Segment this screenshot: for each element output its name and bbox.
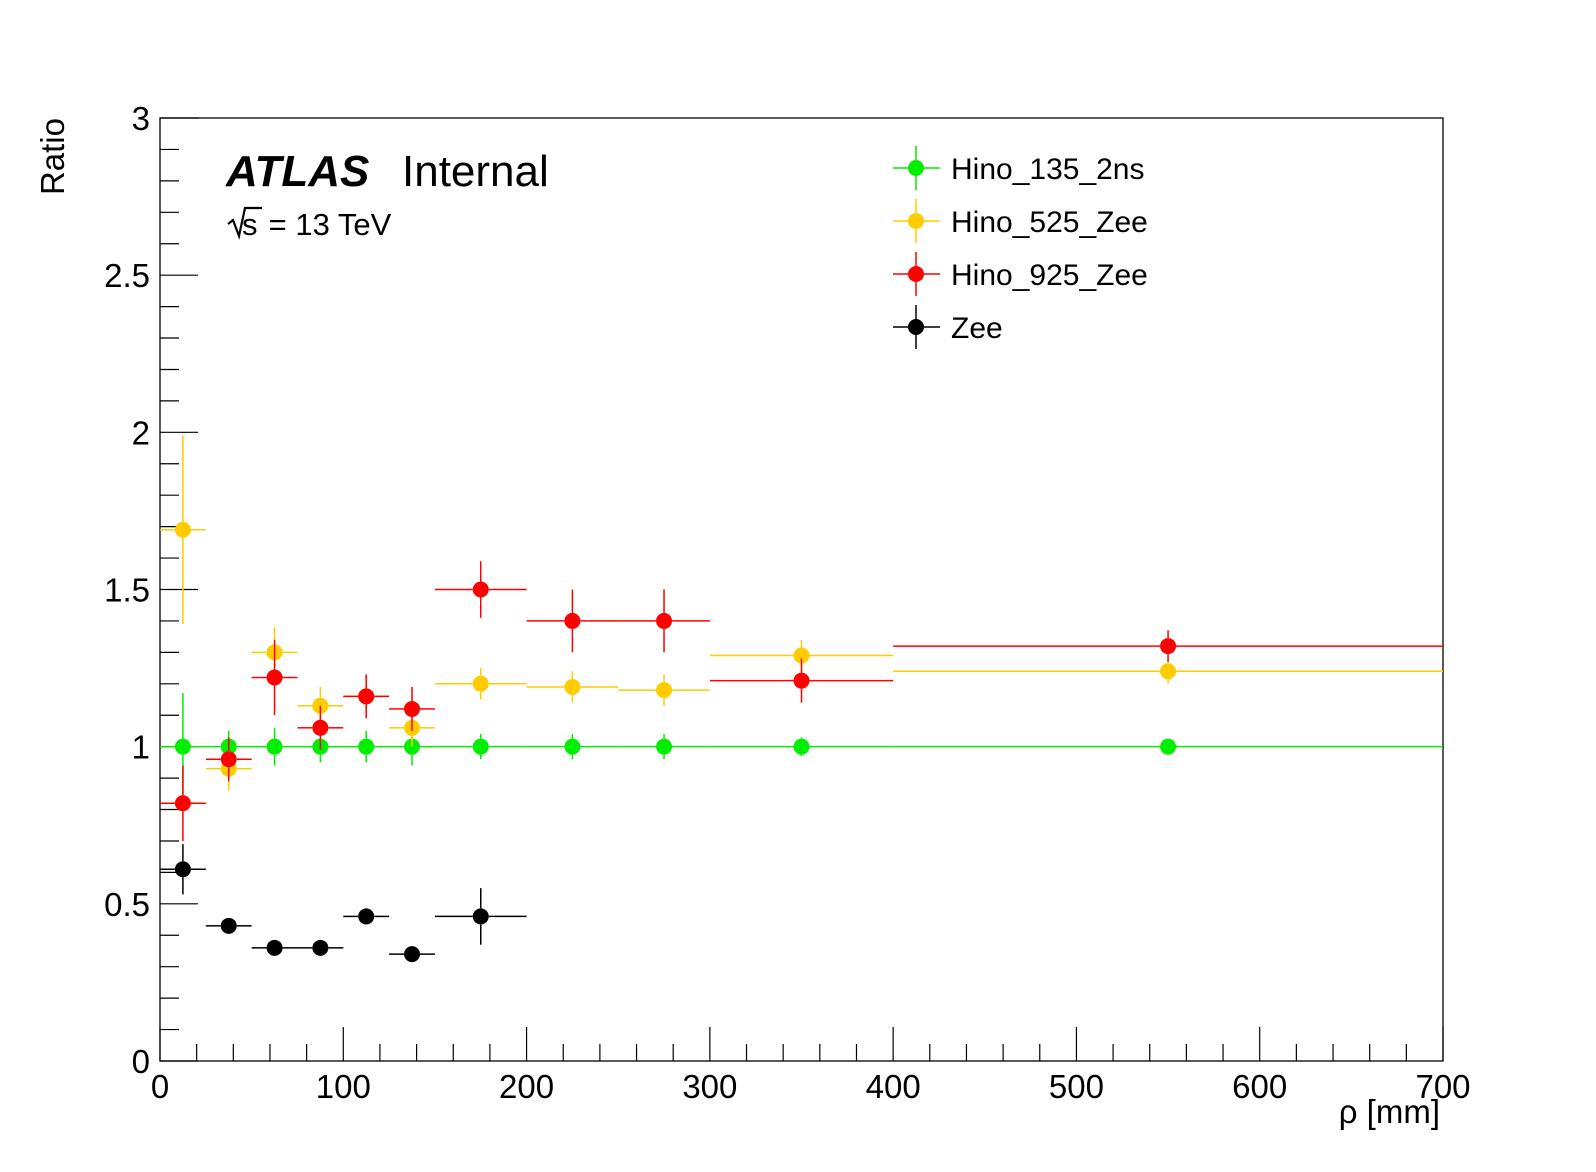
sqrt-symbol-icon bbox=[227, 206, 262, 240]
data-point bbox=[472, 908, 489, 925]
legend-marker bbox=[908, 319, 924, 335]
x-tick-label: 100 bbox=[316, 1068, 371, 1105]
data-point bbox=[656, 682, 673, 699]
data-point bbox=[404, 946, 421, 963]
y-tick-label: 2.5 bbox=[104, 257, 150, 294]
data-point bbox=[793, 647, 810, 664]
data-point bbox=[472, 675, 489, 692]
data-point bbox=[358, 688, 375, 705]
x-tick-label: 600 bbox=[1232, 1068, 1287, 1105]
y-tick-label: 1 bbox=[132, 729, 150, 766]
y-tick-label: 1.5 bbox=[104, 572, 150, 609]
energy-label: s = 13 TeV bbox=[227, 206, 392, 242]
data-point bbox=[1160, 663, 1177, 680]
data-point bbox=[472, 738, 489, 755]
plot-frame bbox=[159, 117, 1444, 1062]
data-point bbox=[220, 917, 237, 934]
series-Hino_135_2ns bbox=[160, 693, 1443, 801]
atlas-label: ATLAS Internal bbox=[225, 147, 549, 196]
data-point bbox=[266, 939, 283, 956]
x-tick-label: 0 bbox=[151, 1068, 169, 1105]
data-point bbox=[174, 521, 191, 538]
x-tick-label: 200 bbox=[499, 1068, 554, 1105]
x-tick-label: 400 bbox=[866, 1068, 921, 1105]
x-tick-label: 300 bbox=[682, 1068, 737, 1105]
energy-prefix: s bbox=[242, 207, 258, 242]
x-axis-title: ρ [mm] bbox=[1339, 1093, 1440, 1130]
data-point bbox=[312, 719, 329, 736]
data-point bbox=[656, 738, 673, 755]
x-tick-label: 700 bbox=[1415, 1068, 1470, 1105]
legend-item: Zee bbox=[893, 305, 1003, 349]
legend-label: Zee bbox=[951, 312, 1003, 345]
legend-marker bbox=[908, 213, 924, 229]
data-point bbox=[564, 612, 581, 629]
data-point bbox=[174, 861, 191, 878]
y-tick-label: 2 bbox=[132, 414, 150, 451]
data-point bbox=[404, 700, 421, 717]
legend-label: Hino_925_Zee bbox=[951, 259, 1148, 292]
atlas-experiment-label: ATLAS bbox=[225, 147, 369, 196]
y-tick-label: 3 bbox=[132, 100, 150, 137]
data-point bbox=[1160, 638, 1177, 655]
data-point bbox=[174, 795, 191, 812]
data-point bbox=[472, 581, 489, 598]
series-Hino_925_Zee bbox=[160, 561, 1443, 841]
data-point bbox=[564, 678, 581, 695]
legend: Hino_135_2ns Hino_525_Zee Hino_925_Zee Zee bbox=[893, 146, 1148, 349]
data-point bbox=[358, 908, 375, 925]
legend-item: Hino_925_Zee bbox=[893, 252, 1148, 296]
data-point bbox=[793, 672, 810, 689]
data-point bbox=[358, 738, 375, 755]
series-Zee bbox=[160, 844, 527, 963]
data-point bbox=[793, 738, 810, 755]
data-point bbox=[1160, 738, 1177, 755]
data-point bbox=[656, 612, 673, 629]
y-axis-title: Ratio bbox=[34, 118, 71, 195]
data-point bbox=[220, 751, 237, 768]
data-point bbox=[266, 669, 283, 686]
energy-value: = 13 TeV bbox=[260, 207, 392, 242]
x-tick-label: 500 bbox=[1049, 1068, 1104, 1105]
data-point bbox=[564, 738, 581, 755]
legend-marker bbox=[908, 266, 924, 282]
y-tick-label: 0 bbox=[132, 1043, 150, 1080]
atlas-status-label: Internal bbox=[402, 147, 549, 196]
data-point bbox=[266, 738, 283, 755]
legend-item: Hino_525_Zee bbox=[893, 199, 1148, 243]
legend-label: Hino_525_Zee bbox=[951, 206, 1148, 239]
data-point bbox=[312, 939, 329, 956]
legend-marker bbox=[908, 160, 924, 176]
data-point bbox=[174, 738, 191, 755]
legend-label: Hino_135_2ns bbox=[951, 153, 1145, 186]
y-tick-label: 0.5 bbox=[104, 886, 150, 923]
legend-item: Hino_135_2ns bbox=[893, 146, 1145, 190]
